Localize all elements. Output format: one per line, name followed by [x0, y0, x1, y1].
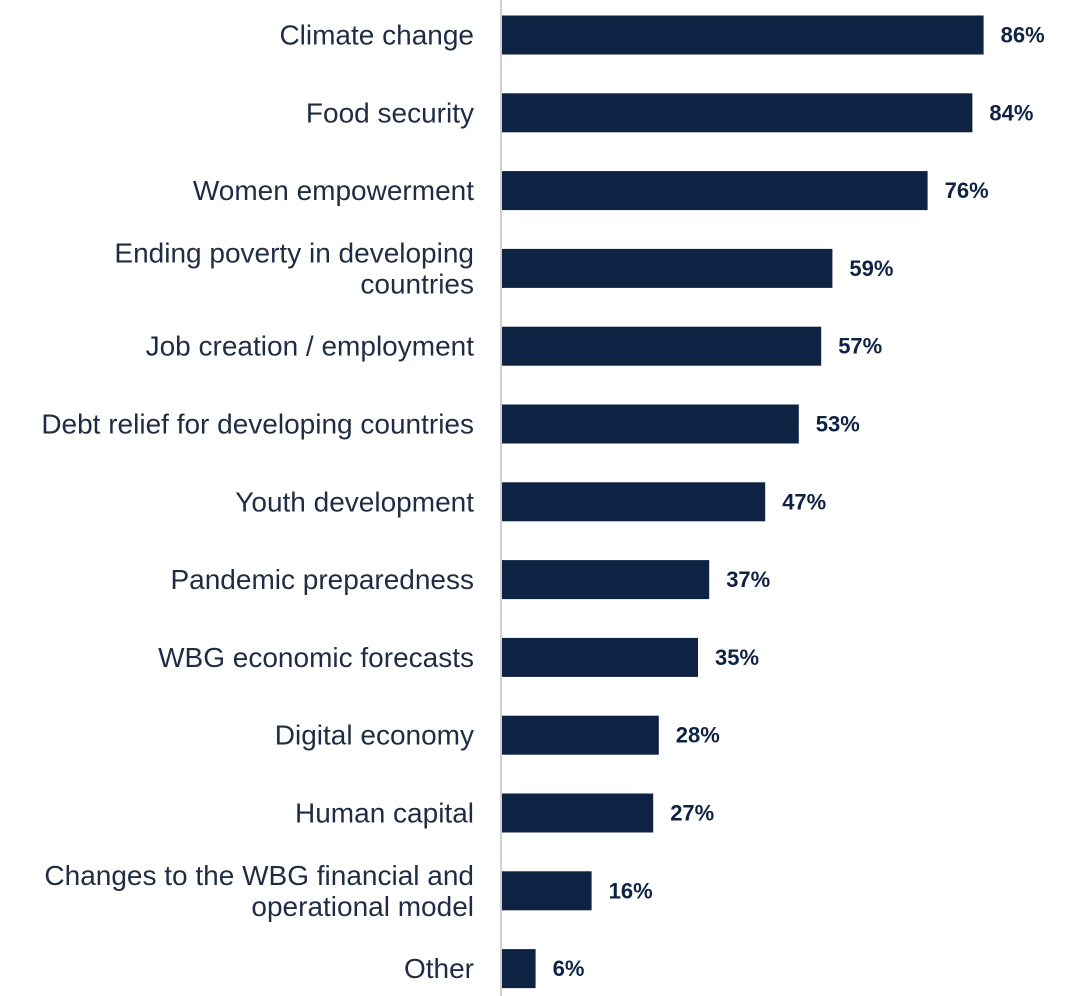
category-label: Youth development [235, 486, 474, 517]
category-label-line: WBG economic forecasts [158, 642, 474, 673]
category-label: Ending poverty in developing countries [114, 237, 474, 299]
bar [502, 171, 928, 211]
category-label-line: countries [360, 268, 474, 299]
bar [502, 248, 833, 288]
value-label: 84% [989, 100, 1033, 125]
bar [502, 949, 536, 989]
category-label-line: Digital economy [275, 720, 474, 751]
category-label: Women empowerment [193, 175, 474, 206]
value-label: 57% [838, 334, 882, 359]
category-label-line: Ending poverty in developing [114, 237, 474, 268]
bar [502, 637, 698, 677]
category-label-line: Food security [306, 97, 474, 128]
category-label-line: Other [404, 953, 474, 984]
category-label: Human capital [295, 798, 474, 829]
value-label: 47% [782, 489, 826, 514]
value-labels-group: 86% 84% 76% 59% 57% 53% 47% 37% 35% 28% 27% 16% 6% [553, 23, 1045, 982]
bar [502, 715, 659, 755]
bar [502, 326, 822, 366]
category-label-line: Job creation / employment [146, 331, 475, 362]
bar [502, 482, 766, 522]
category-label-line: Changes to the WBG financial and [44, 860, 474, 891]
value-label: 6% [553, 956, 585, 981]
value-label: 53% [816, 412, 860, 437]
category-label-line: Women empowerment [193, 175, 474, 206]
category-label-line: Debt relief for developing countries [41, 409, 474, 440]
category-label: Pandemic preparedness [170, 564, 474, 595]
category-label: Debt relief for developing countries [41, 409, 474, 440]
bar [502, 560, 710, 600]
category-labels-group: Climate change Food security Women empower… [41, 20, 474, 985]
value-label: 27% [670, 801, 714, 826]
category-label-line: Pandemic preparedness [170, 564, 474, 595]
bar [502, 871, 592, 911]
category-label-line: Human capital [295, 798, 474, 829]
category-label: Job creation / employment [146, 331, 475, 362]
bar [502, 793, 654, 833]
bar [502, 93, 973, 133]
bar [502, 15, 984, 55]
category-label: Other [404, 953, 474, 984]
value-label: 86% [1001, 23, 1045, 48]
category-label-line: operational model [251, 891, 474, 922]
value-label: 28% [676, 723, 720, 748]
category-label: Digital economy [275, 720, 474, 751]
category-label: Changes to the WBG financial and operatio… [44, 860, 474, 922]
category-label: WBG economic forecasts [158, 642, 474, 673]
value-label: 16% [609, 878, 653, 903]
value-label: 76% [945, 178, 989, 203]
bars-group [502, 15, 984, 989]
value-label: 37% [726, 567, 770, 592]
category-label-line: Climate change [279, 20, 474, 51]
value-label: 35% [715, 645, 759, 670]
category-label: Food security [306, 97, 474, 128]
category-label-line: Youth development [235, 486, 474, 517]
category-label: Climate change [279, 20, 474, 51]
bar [502, 404, 799, 444]
value-label: 59% [849, 256, 893, 281]
